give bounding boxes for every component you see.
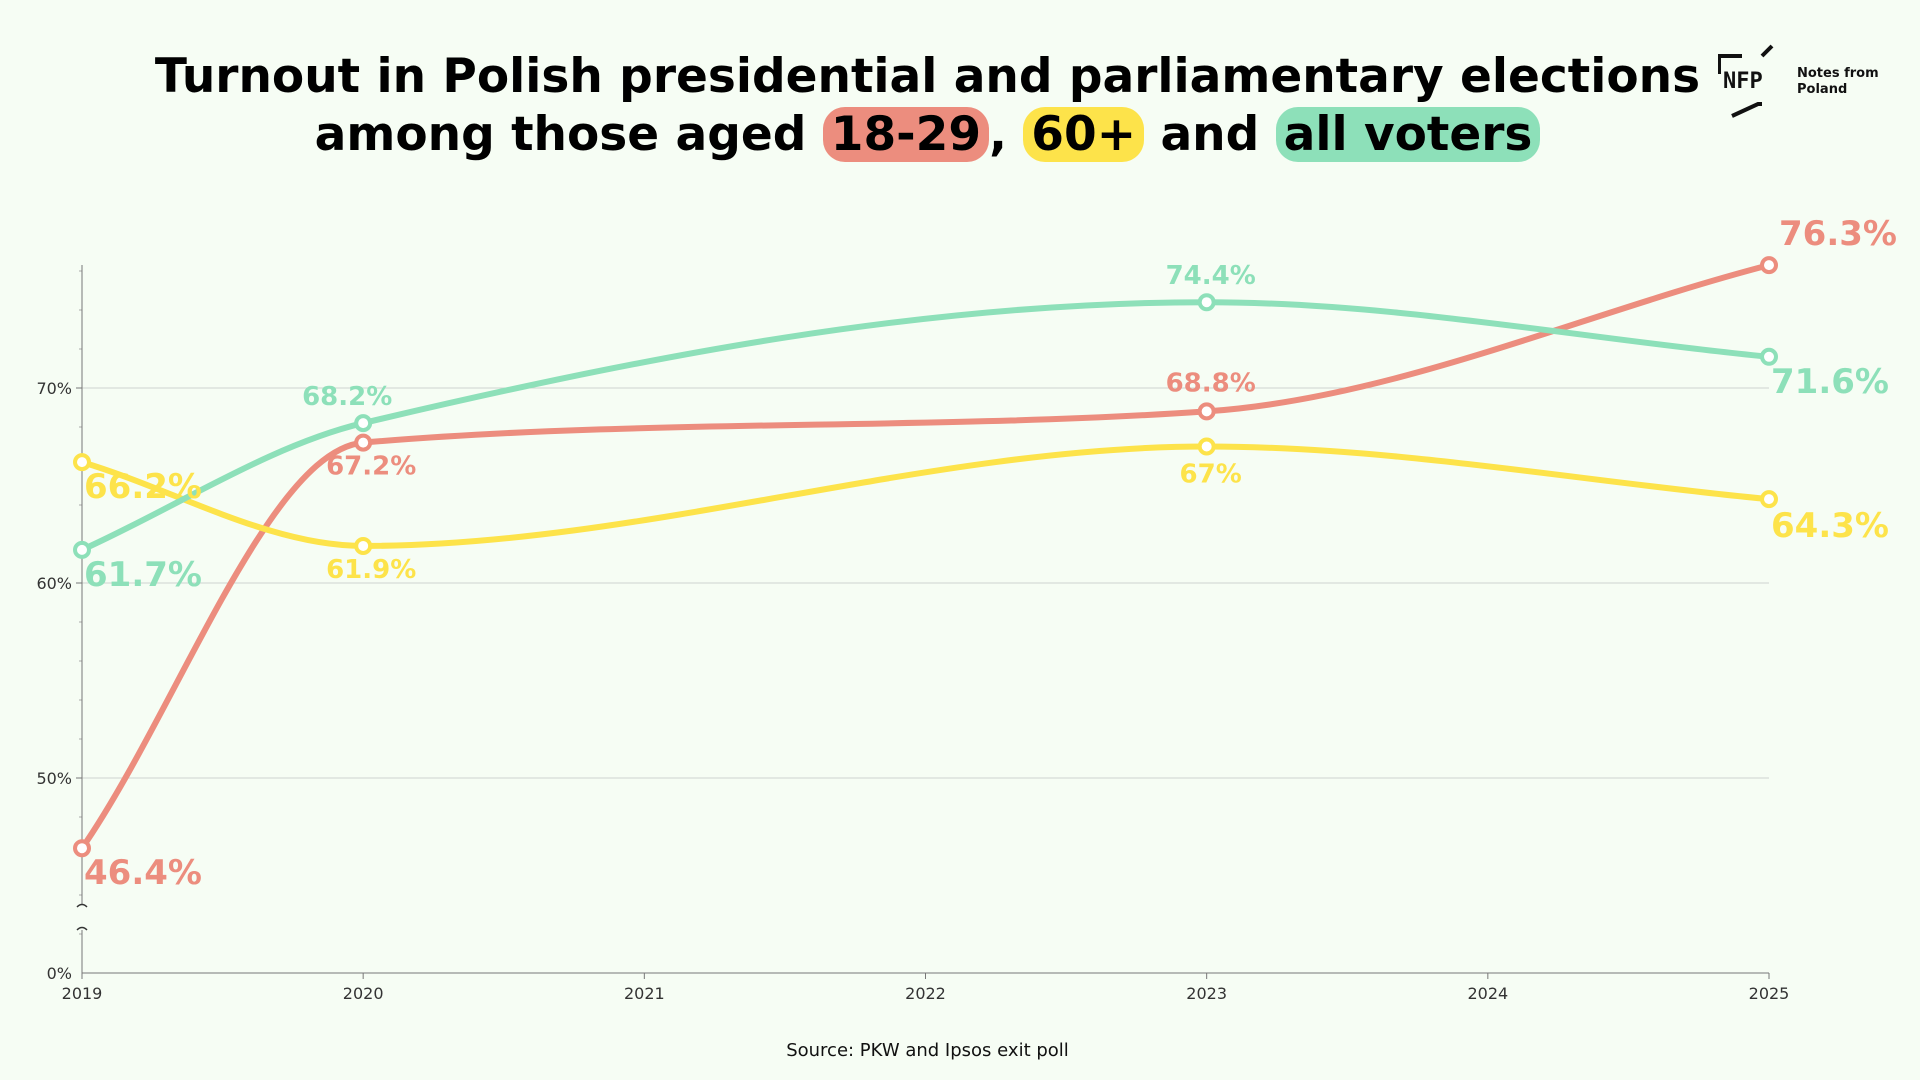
data-label: 66.2%: [84, 467, 202, 507]
data-point: [354, 536, 373, 555]
logo-text-line-1: Notes from: [1797, 66, 1879, 81]
title-line-2: among those aged 18-29, 60+ and all vote…: [0, 106, 1855, 164]
axis-break-mark: [76, 926, 88, 931]
data-label: 61.7%: [84, 555, 202, 595]
data-label: 64.3%: [1771, 506, 1889, 546]
highlight-all-voters: all voters: [1275, 107, 1541, 162]
source-note: Source: PKW and Ipsos exit poll: [786, 1040, 1069, 1061]
x-tick-label: 2022: [905, 984, 946, 1003]
data-point: [1197, 437, 1216, 456]
x-tick-label: 2021: [624, 984, 665, 1003]
data-point: [1760, 347, 1778, 366]
x-tick-label: 2023: [1186, 984, 1227, 1003]
y-tick-label: 70%: [36, 379, 72, 398]
data-point: [73, 839, 91, 858]
data-label: 68.8%: [1166, 368, 1256, 398]
data-label: 68.2%: [302, 382, 392, 412]
x-tick-label: 2024: [1467, 984, 1508, 1003]
series-all-voters: [73, 293, 1778, 559]
data-label: 46.4%: [84, 853, 202, 893]
title-sep-1: ,: [989, 107, 1024, 162]
data-point: [1197, 402, 1216, 421]
data-label: 61.9%: [326, 555, 416, 585]
nfp-logo: NFP: [1718, 44, 1774, 118]
logo-text: Notes from Poland: [1797, 66, 1887, 98]
title-sep-2: and: [1144, 107, 1276, 162]
series-line-all-voters: [79, 299, 1772, 553]
nfp-logo-mark: NFP: [1723, 69, 1763, 94]
series-18-29: [73, 256, 1778, 858]
data-label: 71.6%: [1771, 362, 1889, 402]
data-label: 76.3%: [1779, 214, 1897, 254]
data-label: 74.4%: [1166, 261, 1256, 291]
y-tick-label: 50%: [36, 769, 72, 788]
data-point: [73, 540, 91, 559]
data-label: 67%: [1180, 460, 1242, 490]
data-point: [1760, 490, 1778, 509]
series-line-18-29: [79, 262, 1772, 852]
series-60-plus: [73, 437, 1778, 555]
axis-break-mark: [76, 903, 88, 908]
title-line-1: Turnout in Polish presidential and parli…: [154, 49, 1701, 104]
data-point: [73, 453, 91, 472]
logo-text-line-2: Poland: [1797, 82, 1848, 97]
highlight-18-29: 18-29: [822, 107, 990, 162]
y-tick-label: 0%: [47, 964, 72, 983]
chart-title: Turnout in Polish presidential and parli…: [0, 48, 1855, 164]
x-tick-label: 2019: [62, 984, 103, 1003]
x-tick-label: 2025: [1749, 984, 1790, 1003]
highlight-60-plus: 60+: [1023, 107, 1145, 162]
title-prefix: among those aged: [314, 107, 823, 162]
data-point: [1197, 293, 1216, 312]
y-tick-label: 60%: [36, 574, 72, 593]
series-line-60-plus: [79, 443, 1772, 549]
data-point: [354, 414, 373, 433]
data-point: [1760, 256, 1778, 275]
data-point: [354, 433, 373, 452]
data-label: 67.2%: [326, 452, 416, 482]
x-tick-label: 2020: [343, 984, 384, 1003]
